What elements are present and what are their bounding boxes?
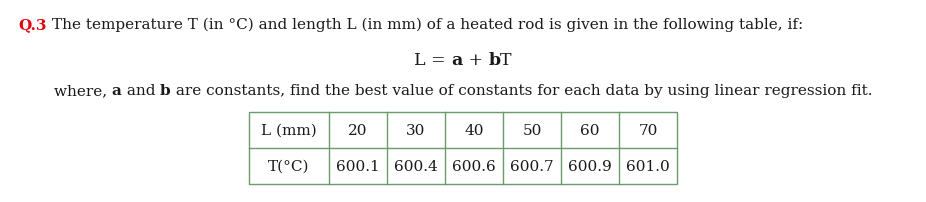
Text: 70: 70 bbox=[638, 123, 657, 137]
Text: and: and bbox=[121, 84, 160, 98]
Text: 40: 40 bbox=[464, 123, 483, 137]
Text: T: T bbox=[500, 52, 512, 69]
Text: L =: L = bbox=[414, 52, 451, 69]
Text: +: + bbox=[463, 52, 488, 69]
Text: 600.7: 600.7 bbox=[510, 159, 554, 173]
Text: are constants, find the best value of constants for each data by using linear re: are constants, find the best value of co… bbox=[170, 84, 872, 98]
Text: where,: where, bbox=[54, 84, 112, 98]
Text: 601.0: 601.0 bbox=[626, 159, 669, 173]
Text: Q.3: Q.3 bbox=[18, 18, 46, 32]
Text: The temperature T (in °C) and length L (in mm) of a heated rod is given in the f: The temperature T (in °C) and length L (… bbox=[53, 18, 804, 32]
Text: 30: 30 bbox=[407, 123, 426, 137]
Text: 600.4: 600.4 bbox=[394, 159, 438, 173]
Text: T(°C): T(°C) bbox=[269, 159, 310, 173]
Text: L (mm): L (mm) bbox=[261, 123, 317, 137]
Text: 50: 50 bbox=[522, 123, 542, 137]
Text: 600.1: 600.1 bbox=[336, 159, 380, 173]
Text: b: b bbox=[160, 84, 170, 98]
Text: a: a bbox=[451, 52, 463, 69]
Bar bbox=[249, 113, 677, 184]
Text: 600.6: 600.6 bbox=[452, 159, 496, 173]
Text: 600.9: 600.9 bbox=[569, 159, 612, 173]
Text: 60: 60 bbox=[581, 123, 600, 137]
Text: a: a bbox=[112, 84, 121, 98]
Text: 20: 20 bbox=[348, 123, 368, 137]
Text: b: b bbox=[488, 52, 500, 69]
